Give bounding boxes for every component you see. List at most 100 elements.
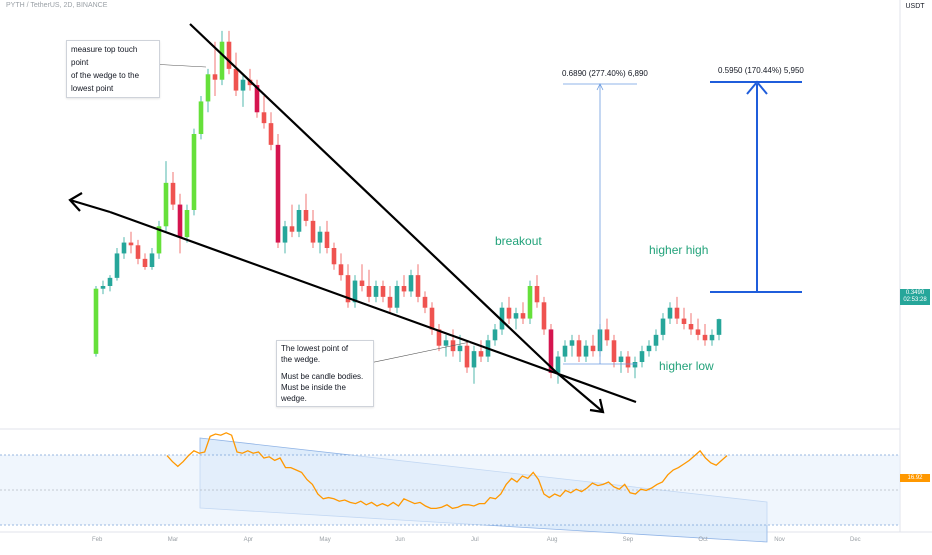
bar-countdown: 02:53:28 bbox=[903, 297, 927, 303]
candle-body bbox=[618, 356, 624, 362]
last-price-tag: 0.3490 02:53:28 bbox=[900, 289, 930, 305]
candle-body bbox=[401, 286, 407, 292]
candle-body bbox=[611, 340, 617, 362]
candle-body bbox=[583, 345, 589, 357]
candle-body bbox=[660, 318, 666, 335]
candle-body bbox=[667, 307, 673, 319]
candle-body bbox=[604, 329, 610, 341]
lowest-point-note[interactable]: The lowest point of the wedge. Must be c… bbox=[276, 340, 374, 407]
candle-body bbox=[177, 204, 183, 238]
candle-body bbox=[471, 351, 477, 368]
candle-body bbox=[499, 307, 505, 330]
candle-body bbox=[289, 226, 295, 232]
candle-body bbox=[352, 280, 358, 303]
candle-body bbox=[324, 231, 330, 248]
candle-body bbox=[653, 334, 659, 346]
time-axis-tick: Jul bbox=[471, 537, 479, 543]
candle-body bbox=[688, 324, 694, 330]
top-touch-note[interactable]: measure top touch point of the wedge to … bbox=[66, 40, 160, 98]
measure-2-arrow-icon bbox=[746, 80, 768, 95]
candle-body bbox=[156, 226, 162, 254]
candle-body bbox=[492, 329, 498, 341]
candle-body bbox=[562, 345, 568, 357]
candle-body bbox=[331, 248, 337, 265]
time-axis-tick: Oct bbox=[698, 537, 708, 543]
candle-body bbox=[590, 345, 596, 352]
candle-body bbox=[674, 307, 680, 319]
candle-body bbox=[275, 144, 281, 243]
candle-body bbox=[254, 85, 260, 113]
candle-body bbox=[520, 313, 526, 319]
candle-body bbox=[380, 286, 386, 297]
candle-body bbox=[198, 101, 204, 134]
candle-body bbox=[408, 275, 414, 292]
candle-body bbox=[184, 210, 190, 238]
candle-body bbox=[135, 245, 141, 259]
candle-body bbox=[212, 74, 218, 80]
candle-body bbox=[387, 296, 393, 308]
candle-body bbox=[345, 275, 351, 303]
candle-body bbox=[261, 112, 267, 124]
candle-body bbox=[191, 134, 197, 210]
note-line: measure top touch point bbox=[71, 45, 138, 67]
measure-1-label: 0.6890 (277.40%) 6,890 bbox=[562, 69, 648, 78]
time-axis-tick: Nov bbox=[774, 537, 785, 543]
candle-body bbox=[282, 226, 288, 243]
higher-low-label: higher low bbox=[659, 359, 714, 373]
time-axis-tick: Sep bbox=[622, 537, 634, 543]
candle-body bbox=[149, 253, 155, 267]
candle-body bbox=[548, 329, 554, 373]
candle-body bbox=[506, 307, 512, 319]
time-axis-tick: Feb bbox=[92, 537, 103, 543]
candle-body bbox=[317, 231, 323, 243]
candle-body bbox=[681, 318, 687, 324]
candle-body bbox=[513, 313, 519, 319]
note-line: of the wedge to the bbox=[71, 71, 140, 80]
rsi-line bbox=[166, 432, 728, 510]
wedge-upper-trendline[interactable] bbox=[189, 23, 557, 373]
note-line: Must be inside the wedge. bbox=[281, 383, 346, 403]
candle-body bbox=[394, 286, 400, 308]
last-price: 0.3490 bbox=[905, 290, 925, 296]
chart-title: PYTH / TetherUS, 2D, BINANCE bbox=[6, 2, 108, 9]
candle-body bbox=[415, 275, 421, 297]
breakout-label: breakout bbox=[495, 234, 542, 248]
candle-body bbox=[443, 340, 449, 346]
wedge-lower-extension bbox=[69, 198, 111, 214]
time-axis-tick: Apr bbox=[243, 537, 253, 543]
measure-2-label: 0.5950 (170.44%) 5,950 bbox=[718, 66, 804, 75]
note-line: Must be candle bodies. bbox=[281, 372, 364, 381]
candle-body bbox=[114, 253, 120, 278]
candle-body bbox=[632, 362, 638, 368]
candle-body bbox=[464, 345, 470, 368]
candle-body bbox=[646, 345, 652, 352]
candle-body bbox=[338, 264, 344, 276]
wedge-lower-trendline[interactable] bbox=[109, 210, 637, 404]
candle-body bbox=[527, 286, 533, 319]
candle-body bbox=[163, 182, 169, 227]
candle-body bbox=[366, 286, 372, 297]
rsi-value-tag: 16.92 bbox=[900, 474, 930, 482]
candle-body bbox=[128, 242, 134, 246]
note-line: The lowest point of bbox=[281, 344, 349, 353]
candle-body bbox=[268, 123, 274, 145]
measure-1-arrow-icon bbox=[596, 83, 604, 91]
candle-body bbox=[422, 296, 428, 308]
candle-body bbox=[569, 340, 575, 346]
candle-body bbox=[625, 356, 631, 368]
time-axis-tick: Aug bbox=[546, 537, 558, 543]
candle-body bbox=[142, 258, 148, 267]
time-axis-tick: Mar bbox=[167, 537, 179, 543]
candle-body bbox=[541, 302, 547, 330]
candle-body bbox=[702, 334, 708, 341]
candle-body bbox=[296, 210, 302, 232]
candle-body bbox=[709, 334, 715, 341]
time-axis-tick: May bbox=[319, 537, 331, 543]
low-note-pointer bbox=[364, 341, 471, 365]
candle-body bbox=[373, 286, 379, 297]
candle-body bbox=[555, 356, 561, 373]
candle-body bbox=[303, 210, 309, 221]
candle-body bbox=[359, 280, 365, 286]
